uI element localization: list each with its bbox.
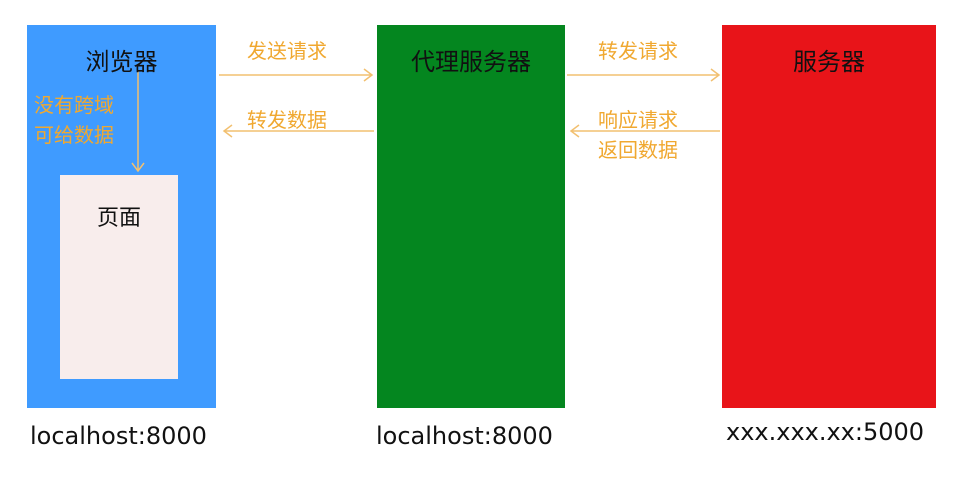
- proxy-server-box: [377, 25, 565, 408]
- server-title: 服务器: [793, 48, 865, 76]
- forward-data-label: 转发数据: [247, 108, 327, 132]
- return-data-label: 返回数据: [598, 138, 678, 162]
- response-request-label: 响应请求: [598, 108, 678, 132]
- no-cors-note-line1: 没有跨域: [34, 93, 114, 117]
- server-box: [722, 25, 936, 408]
- arrow-response-data: [569, 124, 720, 138]
- proxy-server-title: 代理服务器: [411, 48, 531, 76]
- arrow-send-request: [219, 68, 374, 82]
- arrow-browser-to-page: [131, 70, 145, 173]
- forward-request-label: 转发请求: [598, 39, 678, 63]
- browser-title: 浏览器: [85, 48, 158, 76]
- page-label: 页面: [96, 206, 141, 231]
- arrow-forward-request: [567, 68, 721, 82]
- browser-address: localhost:8000: [30, 422, 207, 450]
- arrow-group: [131, 68, 721, 173]
- server-address: xxx.xxx.xx:5000: [726, 418, 925, 446]
- no-cors-note-line2: 可给数据: [34, 123, 114, 147]
- send-request-label: 发送请求: [247, 39, 327, 63]
- page-box: [60, 175, 178, 379]
- arrow-forward-data: [222, 124, 374, 138]
- proxy-address: localhost:8000: [376, 422, 553, 450]
